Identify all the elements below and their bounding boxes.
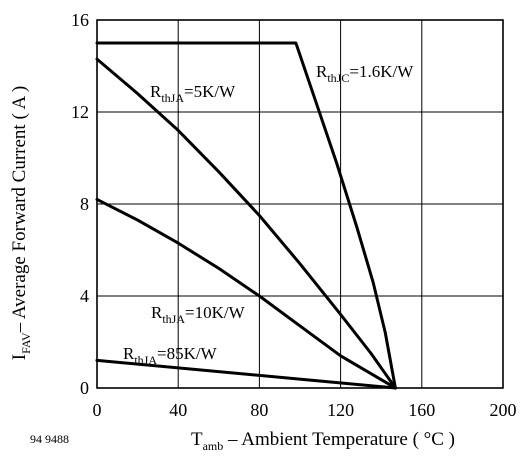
series-line-0	[95, 41, 397, 390]
y-axis-title-main: I	[9, 354, 30, 360]
x-axis-title-rest: – Ambient Temperature ( °C )	[223, 429, 455, 450]
series-label-3: RthJA=85K/W	[123, 344, 218, 367]
y-axis-title-rest: – Average Forward Current ( A )	[9, 86, 30, 334]
y-tick-label-0: 0	[80, 378, 89, 398]
series-label-main: R	[150, 82, 162, 101]
series-label-2: RthJA=10K/W	[151, 303, 246, 326]
series-line-2	[95, 197, 397, 390]
figure-code: 94 9488	[30, 432, 69, 446]
series-label-rest: =5K/W	[184, 82, 236, 101]
x-tick-label-1: 40	[169, 400, 187, 420]
y-tick-label-1: 4	[80, 286, 89, 306]
series-label-rest: =85K/W	[157, 344, 218, 363]
series-label-1: RthJA=5K/W	[150, 82, 236, 105]
series-line-3	[95, 358, 397, 390]
x-tick-label-3: 120	[327, 400, 354, 420]
series-label-0: RthJC=1.6K/W	[316, 62, 414, 85]
x-axis-title: Tamb – Ambient Temperature ( °C )	[191, 429, 455, 453]
series-label-main: R	[123, 344, 135, 363]
x-tick-label-4: 160	[408, 400, 435, 420]
x-tick-label-5: 200	[490, 400, 517, 420]
series-line-1	[95, 57, 397, 390]
series-label-sub: thJA	[162, 312, 185, 326]
series-label-rest: =10K/W	[185, 303, 246, 322]
series-label-sub: thJA	[134, 353, 157, 367]
x-axis-title-sub: amb	[203, 439, 224, 453]
y-axis-title-sub: FAV	[19, 332, 33, 354]
x-tick-label-0: 0	[93, 400, 102, 420]
y-tick-label-2: 8	[80, 194, 89, 214]
series-label-sub: thJA	[161, 91, 184, 105]
y-tick-label-4: 16	[71, 10, 89, 30]
y-tick-label-3: 12	[71, 102, 89, 122]
series-label-rest: =1.6K/W	[349, 62, 414, 81]
series-label-main: R	[316, 62, 328, 81]
y-axis-title: IFAV– Average Forward Current ( A )	[9, 86, 33, 361]
plot-frame	[96, 19, 504, 389]
series-label-sub: thJC	[327, 71, 349, 85]
x-tick-label-2: 80	[250, 400, 268, 420]
series-label-main: R	[151, 303, 163, 322]
x-axis-title-main: T	[191, 429, 203, 450]
